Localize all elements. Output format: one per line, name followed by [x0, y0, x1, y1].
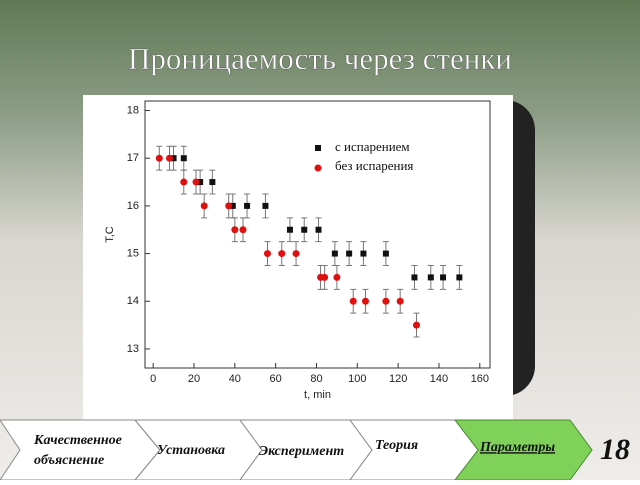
point [231, 226, 239, 234]
legend-label: без испарения [335, 158, 413, 173]
plot-frame [144, 100, 491, 369]
point [170, 155, 177, 162]
x-tick-label: 100 [348, 373, 366, 385]
point [382, 250, 389, 257]
point [263, 250, 271, 258]
point [229, 202, 236, 209]
point [315, 226, 322, 233]
x-tick-label: 20 [188, 373, 200, 385]
chart-panel [83, 95, 513, 431]
point [396, 297, 404, 305]
point [155, 154, 163, 162]
y-tick-label: 18 [127, 104, 139, 116]
y-axis-label: T,C [104, 226, 116, 243]
tab-label: Эксперимент [259, 444, 344, 459]
point [244, 202, 251, 209]
legend-marker [315, 145, 321, 151]
legend-label: с испарением [335, 139, 410, 154]
x-tick-label: 140 [430, 373, 448, 385]
point [200, 202, 208, 210]
point [180, 155, 187, 162]
point [333, 273, 341, 281]
tab-label: Установка [157, 443, 225, 458]
y-tick-label: 15 [127, 247, 139, 259]
plot: 0 20 40 60 80 100 120 140 160 13 14 15 16 17 18 t, min T… [104, 100, 491, 401]
y-tick-label: 16 [127, 200, 139, 212]
point [278, 250, 286, 258]
y-tick-label: 13 [127, 343, 139, 355]
point [331, 250, 338, 257]
page-number: 18 [600, 433, 630, 466]
point [382, 297, 390, 305]
point [262, 202, 269, 209]
point [197, 179, 204, 186]
point [239, 226, 247, 234]
point [411, 274, 418, 281]
point [192, 178, 200, 186]
point [349, 297, 357, 305]
point [286, 226, 293, 233]
x-tick-label: 60 [270, 373, 282, 385]
tab-label: объяснение [34, 453, 104, 468]
x-tick-label: 120 [389, 373, 407, 385]
point [165, 154, 173, 162]
x-tick-label: 80 [310, 373, 322, 385]
x-tick-label: 160 [471, 373, 489, 385]
point [292, 250, 300, 258]
point [413, 321, 421, 329]
x-axis-label: t, min [304, 389, 331, 401]
slide-title: Проницаемость через стенки [128, 41, 512, 76]
tab-label: Параметры [479, 440, 555, 455]
y-tick-label: 14 [127, 295, 139, 307]
point [321, 273, 329, 281]
point [361, 297, 369, 305]
point [440, 274, 447, 281]
point [427, 274, 434, 281]
x-tick-label: 40 [229, 373, 241, 385]
point [225, 202, 233, 210]
point [346, 250, 353, 257]
point [180, 178, 188, 186]
point [456, 274, 463, 281]
x-tick-label: 0 [150, 373, 156, 385]
point [209, 179, 216, 186]
tab-label: Теория [375, 438, 418, 453]
legend-marker [314, 164, 322, 172]
y-tick-label: 17 [127, 152, 139, 164]
tab-label: Качественное [33, 433, 122, 448]
nav-bar: Качественное объяснение Установка Экспер… [0, 419, 630, 481]
point [360, 250, 367, 257]
point [301, 226, 308, 233]
tab[interactable] [0, 419, 161, 481]
